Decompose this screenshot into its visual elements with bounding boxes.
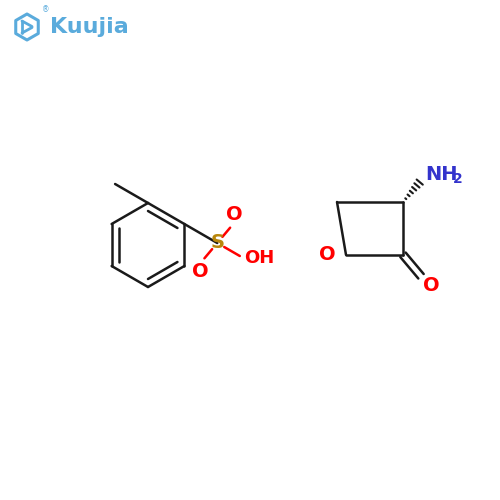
Text: O: O bbox=[192, 262, 209, 281]
Text: 2: 2 bbox=[453, 172, 462, 186]
Text: OH: OH bbox=[244, 249, 274, 267]
Text: ®: ® bbox=[42, 5, 50, 14]
Text: S: S bbox=[210, 234, 224, 252]
Text: NH: NH bbox=[426, 164, 458, 184]
Text: Kuujia: Kuujia bbox=[50, 17, 129, 37]
Text: O: O bbox=[226, 204, 242, 224]
Text: O: O bbox=[422, 276, 440, 294]
Text: O: O bbox=[318, 246, 336, 264]
